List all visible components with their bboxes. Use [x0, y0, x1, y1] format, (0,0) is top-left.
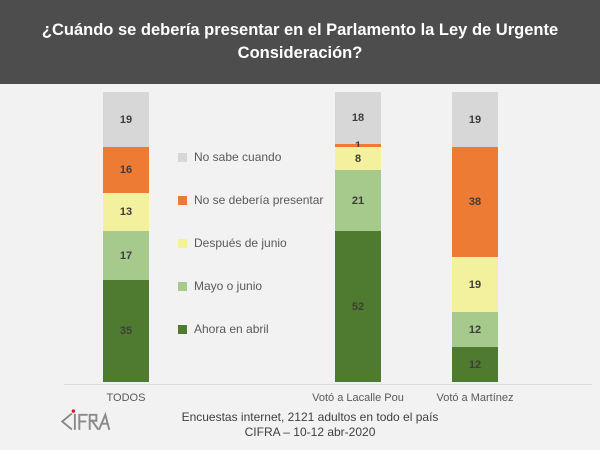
- source-line-2: CIFRA – 10-12 abr-2020: [244, 425, 376, 439]
- legend-label: Mayo o junio: [194, 279, 263, 293]
- segment-value-label: 16: [119, 164, 133, 177]
- segment-value-label: 1: [354, 139, 362, 152]
- segment-value-label: 19: [119, 113, 133, 126]
- logo-red-dot-icon: [71, 409, 76, 413]
- legend-label: No sabe cuando: [194, 150, 282, 164]
- segment-value-label: 19: [468, 278, 482, 291]
- bar-segment: 19: [452, 92, 498, 148]
- segment-value-label: 18: [351, 112, 365, 125]
- source-line-1: Encuestas internet, 2121 adultos en todo…: [181, 410, 439, 424]
- legend-label: Ahora en abril: [194, 322, 269, 336]
- page-title: ¿Cuándo se debería presentar en el Parla…: [41, 21, 559, 62]
- legend-item: Después de junio: [178, 235, 323, 251]
- bar-segment: 19: [452, 257, 498, 313]
- segment-value-label: 21: [351, 194, 365, 207]
- title-banner: ¿Cuándo se debería presentar en el Parla…: [0, 0, 600, 84]
- category-label: Votó a Lacalle Pou: [312, 392, 404, 404]
- bar-segment: 8: [335, 147, 381, 171]
- bar-segment: 1: [335, 140, 381, 152]
- category-labels: TODOS Votó a Lacalle Pou Votó a Martínez: [0, 392, 600, 408]
- bar-segment: 35: [103, 280, 149, 382]
- segment-value-label: 12: [468, 358, 482, 371]
- segment-value-label: 52: [351, 300, 365, 313]
- category-label: TODOS: [106, 392, 146, 404]
- legend-swatch-icon: [178, 195, 187, 205]
- stacked-bar: 19 16 13 17 35: [103, 92, 149, 382]
- source-note: Encuestas internet, 2121 adultos en todo…: [120, 410, 500, 440]
- legend-item: Mayo o junio: [178, 278, 323, 294]
- legend-item: Ahora en abril: [178, 321, 323, 337]
- bar-segment: 13: [103, 193, 149, 232]
- segment-value-label: 12: [468, 323, 482, 336]
- segment-value-label: 13: [119, 206, 133, 219]
- stacked-bar: 18 1 8 21 52: [335, 92, 381, 382]
- segment-value-label: 19: [468, 113, 482, 126]
- legend-item: No se debería presentar: [178, 192, 323, 208]
- bar-segment: 12: [452, 312, 498, 348]
- legend-swatch-icon: [178, 152, 187, 162]
- category-label: Votó a Martínez: [436, 392, 514, 404]
- segment-value-label: 35: [119, 325, 133, 338]
- bar-segment: 52: [335, 231, 381, 382]
- segment-value-label: 38: [468, 196, 482, 209]
- segment-value-label: 17: [119, 249, 133, 262]
- legend-swatch-icon: [178, 281, 187, 291]
- bar-segment: 12: [452, 347, 498, 382]
- stacked-bar: 19 38 19 12 12: [452, 92, 498, 382]
- bar-segment: 38: [452, 147, 498, 258]
- bar-segment: 21: [335, 170, 381, 232]
- plot-area: 19 16 13 17 35 18 1 8 21 52 19 38 19 12 12: [0, 92, 600, 382]
- cifra-logo: [60, 409, 111, 431]
- legend-label: Después de junio: [194, 236, 287, 250]
- legend-item: No sabe cuando: [178, 149, 323, 165]
- bar-segment: 16: [103, 147, 149, 194]
- x-axis-line: [64, 384, 592, 385]
- segment-value-label: 8: [354, 152, 362, 165]
- bar-segment: 17: [103, 231, 149, 281]
- legend: No sabe cuando No se debería presentar Des…: [178, 149, 323, 364]
- bar-segment: 19: [103, 92, 149, 148]
- legend-swatch-icon: [178, 238, 187, 248]
- bar-segment: 18: [335, 92, 381, 145]
- legend-label: No se debería presentar: [194, 193, 324, 207]
- legend-swatch-icon: [178, 324, 187, 334]
